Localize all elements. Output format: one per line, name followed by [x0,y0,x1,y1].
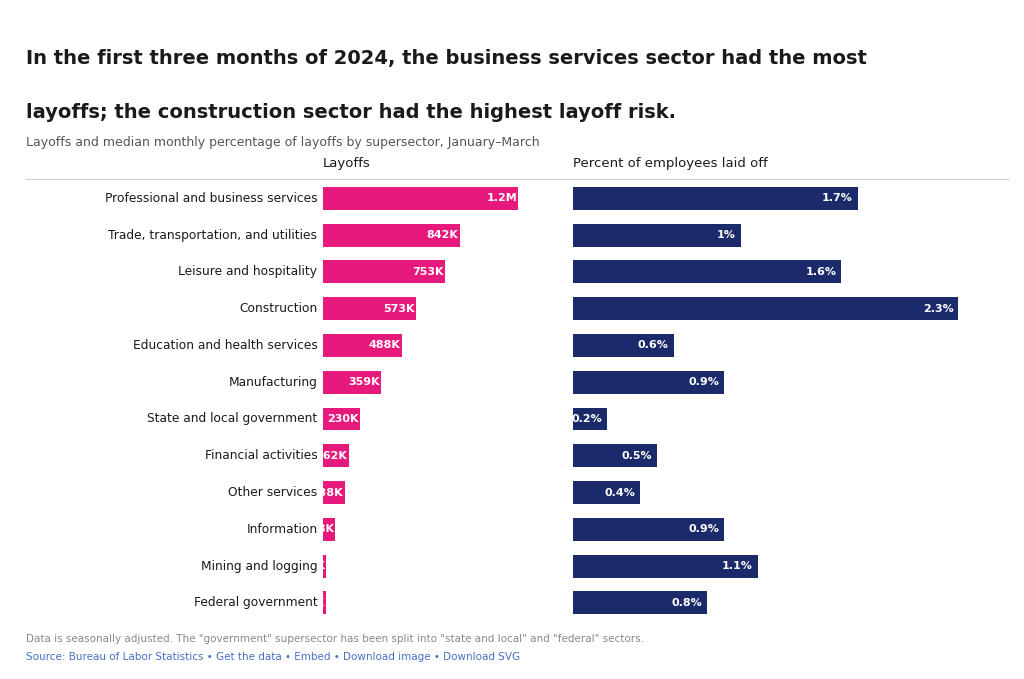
Text: 0.2%: 0.2% [571,414,602,424]
Text: 138K: 138K [312,488,344,498]
Text: 0.5%: 0.5% [622,451,652,461]
Text: 1.2M: 1.2M [486,194,517,203]
Bar [573,407,607,430]
Bar [323,334,402,357]
Text: 0.9%: 0.9% [688,378,719,387]
Bar [323,518,335,540]
Bar [573,334,674,357]
Bar [573,371,724,394]
Bar [573,555,758,578]
Bar [323,555,326,578]
Text: Education and health services: Education and health services [132,339,317,352]
Text: 162K: 162K [315,451,348,461]
Text: 1.1%: 1.1% [722,561,753,571]
Bar [573,591,708,614]
Text: Leisure and hospitality: Leisure and hospitality [178,265,317,278]
Text: Source: Bureau of Labor Statistics • Get the data • Embed • Download image • Dow: Source: Bureau of Labor Statistics • Get… [26,652,520,662]
Text: Trade, transportation, and utilities: Trade, transportation, and utilities [109,229,317,242]
Text: 753K: 753K [413,267,444,277]
Bar [323,591,326,614]
Bar [323,187,518,210]
Bar [323,371,381,394]
Bar [573,187,858,210]
Bar [323,407,360,430]
Bar [323,444,349,467]
Text: 0.8%: 0.8% [672,598,702,608]
Text: Data is seasonally adjusted. The "government" supersector has been split into "s: Data is seasonally adjusted. The "govern… [26,634,644,644]
Text: 488K: 488K [369,340,400,350]
Text: Layoffs: Layoffs [323,157,371,170]
Text: Other services: Other services [228,486,317,499]
Bar [323,261,445,283]
Bar [573,518,724,540]
Bar [323,481,345,504]
Text: 1.6%: 1.6% [805,267,837,277]
Text: Manufacturing: Manufacturing [228,375,317,388]
Bar [573,481,640,504]
Text: Construction: Construction [240,302,317,315]
Text: layoffs; the construction sector had the highest layoff risk.: layoffs; the construction sector had the… [26,103,676,122]
Bar [573,444,657,467]
Text: 1%: 1% [717,230,736,240]
Text: 2.3%: 2.3% [923,304,953,314]
Text: 0.6%: 0.6% [638,340,669,350]
Text: Percent of employees laid off: Percent of employees laid off [573,157,768,170]
Text: 359K: 359K [348,378,380,387]
Text: 0.9%: 0.9% [688,524,719,534]
Text: Layoffs and median monthly percentage of layoffs by supersector, January–March: Layoffs and median monthly percentage of… [26,136,540,149]
Text: 842K: 842K [427,230,459,240]
Bar [323,223,460,246]
Text: 573K: 573K [383,304,415,314]
Bar [573,223,740,246]
Text: Federal government: Federal government [194,596,317,609]
Text: Mining and logging: Mining and logging [201,559,317,572]
Text: 19K: 19K [300,598,325,608]
Bar [573,261,842,283]
Bar [323,297,416,320]
Text: Information: Information [247,523,317,536]
Text: 230K: 230K [328,414,358,424]
Text: In the first three months of 2024, the business services sector had the most: In the first three months of 2024, the b… [26,49,866,68]
Text: 0.4%: 0.4% [604,488,635,498]
Text: 1.7%: 1.7% [822,194,853,203]
Text: Professional and business services: Professional and business services [104,192,317,205]
Text: Financial activities: Financial activities [205,449,317,462]
Text: 21K: 21K [301,561,325,571]
Text: State and local government: State and local government [147,413,317,426]
Bar [573,297,958,320]
Text: 78K: 78K [310,524,334,534]
